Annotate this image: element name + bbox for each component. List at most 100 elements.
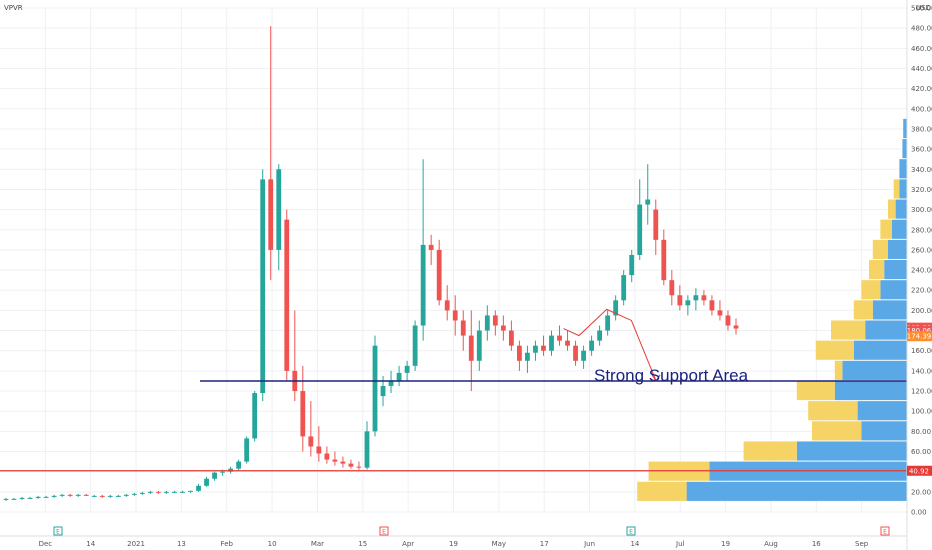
- candle-body: [300, 391, 306, 437]
- event-marker[interactable]: [379, 526, 389, 536]
- candle-body: [332, 459, 338, 462]
- candle-body: [196, 485, 201, 491]
- volume-bar-sell: [888, 199, 896, 219]
- candle-body: [404, 365, 410, 373]
- symbol-label: VPVR: [4, 4, 23, 12]
- price-label-bg: [907, 325, 932, 336]
- candle-body: [220, 471, 226, 473]
- candle-body: [717, 310, 723, 316]
- event-marker-label: E: [629, 529, 633, 536]
- price-label-text: 180.06: [907, 327, 932, 335]
- candle-body: [621, 275, 627, 301]
- support-lines: [0, 308, 907, 472]
- candle-body: [388, 380, 394, 386]
- candle-body: [99, 495, 105, 497]
- candle-body: [460, 320, 466, 336]
- candle-body: [91, 495, 97, 497]
- candle-body: [3, 498, 9, 500]
- y-tick-label: 380.00: [911, 125, 932, 133]
- candle-body: [308, 436, 314, 447]
- price-label-text: 174.39: [907, 333, 932, 341]
- price-label-bg: [907, 465, 932, 476]
- y-tick-label: 100.00: [911, 408, 932, 416]
- event-marker[interactable]: [626, 526, 636, 536]
- x-tick-label: 19: [721, 540, 730, 548]
- candle-body: [244, 438, 250, 462]
- volume-bar-buy: [834, 380, 907, 401]
- x-tick-label: Jun: [583, 540, 595, 548]
- volume-bar-buy: [891, 219, 907, 239]
- candle-body: [733, 325, 739, 329]
- event-marker-label: E: [883, 529, 887, 536]
- candle-body: [340, 461, 346, 464]
- candle-body: [573, 345, 578, 361]
- volume-bar-sell: [808, 401, 858, 421]
- candle-body: [348, 463, 354, 467]
- x-tick-label: 2021: [127, 540, 145, 548]
- y-tick-label: 420.00: [911, 85, 932, 93]
- candle-body: [685, 300, 691, 306]
- candle-body: [252, 393, 258, 439]
- volume-bar-sell: [893, 179, 900, 199]
- candle-body: [645, 199, 651, 205]
- event-marker-label: E: [382, 529, 386, 536]
- event-marker[interactable]: [53, 526, 63, 536]
- projection-path: [563, 308, 657, 382]
- candle-body: [75, 494, 81, 496]
- candle-body: [164, 491, 169, 493]
- volume-bar-buy: [853, 340, 907, 360]
- candle-body: [725, 315, 731, 326]
- candle-body: [677, 295, 683, 306]
- y-tick-label: 20.00: [911, 488, 931, 496]
- candle-body: [67, 494, 73, 496]
- candle-body: [516, 345, 522, 361]
- candle-body: [35, 496, 41, 498]
- volume-profile: [637, 118, 907, 501]
- candle-body: [525, 352, 530, 361]
- volume-bar-buy: [796, 441, 907, 461]
- candle-body: [597, 330, 603, 341]
- x-tick-label: Sep: [855, 540, 869, 548]
- price-label-text: 40.92: [909, 467, 929, 475]
- candle-body: [107, 495, 113, 497]
- candle-body: [565, 340, 570, 346]
- candle-body: [139, 492, 145, 494]
- volume-bar-buy: [899, 159, 907, 179]
- candle-body: [669, 280, 675, 296]
- candle-body: [629, 254, 635, 276]
- y-tick-label: 280.00: [911, 226, 932, 234]
- candle-body: [436, 249, 442, 301]
- candle-body: [380, 386, 386, 397]
- y-tick-label: 140.00: [911, 367, 932, 375]
- y-tick-label: 460.00: [911, 45, 932, 53]
- candle-body: [83, 494, 89, 496]
- candle-body: [147, 491, 153, 493]
- candle-body: [316, 446, 322, 454]
- y-tick-label: 320.00: [911, 186, 932, 194]
- y-tick-label: 0.00: [911, 509, 927, 517]
- y-tick-label: 480.00: [911, 25, 932, 33]
- volume-bar-buy: [888, 239, 907, 259]
- volume-bar-sell: [637, 481, 687, 501]
- x-tick-label: 16: [812, 540, 821, 548]
- candle-body: [236, 461, 242, 469]
- y-tick-label: 80.00: [911, 428, 931, 436]
- volume-bar-buy: [884, 260, 907, 280]
- candle-body: [59, 494, 65, 496]
- candle-body: [492, 315, 498, 326]
- event-marker[interactable]: [880, 526, 890, 536]
- volume-bar-buy: [899, 179, 907, 199]
- volume-bar-sell: [880, 219, 892, 239]
- candle-body: [188, 490, 193, 492]
- candle-body: [27, 497, 33, 499]
- candle-body: [260, 179, 266, 394]
- volume-bar-buy: [880, 280, 907, 300]
- candle-body: [284, 219, 290, 371]
- candle-body: [549, 335, 554, 351]
- candle-body: [701, 295, 707, 301]
- x-tick-label: May: [492, 540, 506, 548]
- candle-body: [661, 239, 667, 281]
- currency-label: USD: [916, 4, 931, 12]
